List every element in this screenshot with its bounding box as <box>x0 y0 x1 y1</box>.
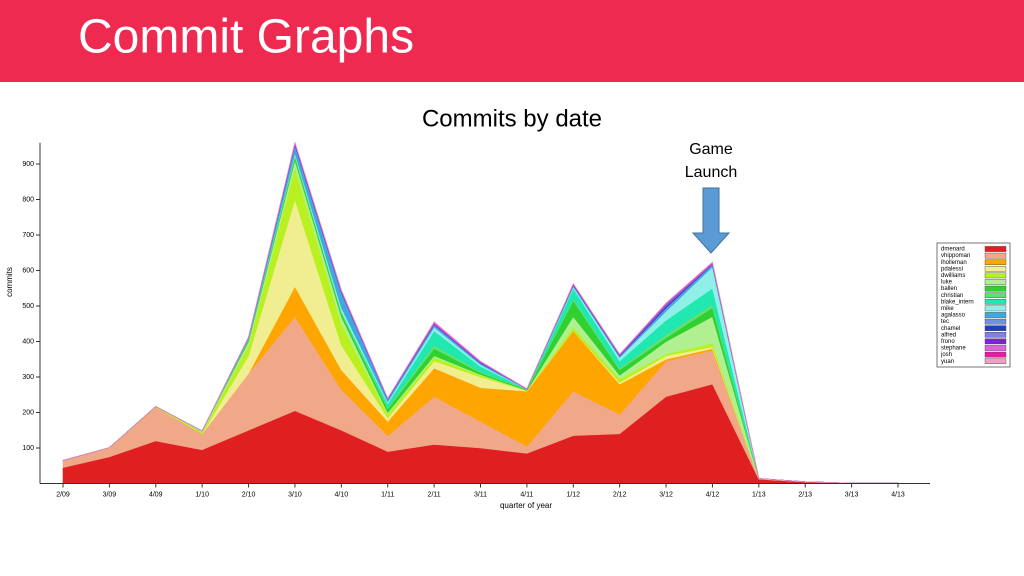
legend-swatch <box>984 299 1007 305</box>
legend-swatch <box>984 358 1007 365</box>
x-tick-label: 1/11 <box>381 491 394 498</box>
legend-swatch <box>984 252 1007 259</box>
annotation: Launch <box>685 164 738 181</box>
x-tick-label: 2/13 <box>798 491 812 498</box>
x-tick-label: 4/10 <box>335 491 349 498</box>
y-tick-label: 300 <box>22 374 34 381</box>
legend-label: frono <box>941 339 955 345</box>
legend-swatch <box>984 272 1007 279</box>
legend-label: josh <box>940 352 952 358</box>
legend-label: blake_intern <box>941 299 974 305</box>
legend-swatch <box>984 292 1007 299</box>
legend-label: luke <box>941 280 953 286</box>
x-tick-label: 3/12 <box>659 491 673 498</box>
slide-title: Commit Graphs <box>78 11 414 64</box>
legend-label: dmenard <box>941 247 965 253</box>
x-tick-label: 3/13 <box>845 491 859 498</box>
chart-title: Commits by date <box>422 105 602 132</box>
y-tick-label: 700 <box>22 232 34 239</box>
legend-swatch <box>984 259 1007 266</box>
x-tick-label: 1/12 <box>566 491 580 498</box>
legend-label: ballen <box>941 286 957 292</box>
annotation: Game <box>689 141 733 158</box>
legend-swatch <box>984 338 1007 345</box>
x-tick-label: 2/09 <box>56 491 70 498</box>
x-tick-label: 3/11 <box>474 491 487 498</box>
legend-swatch <box>984 246 1007 252</box>
x-tick-label: 4/09 <box>149 491 163 498</box>
y-tick-label: 100 <box>22 445 34 452</box>
legend-label: dwilliams <box>941 273 965 279</box>
y-tick-label: 400 <box>22 338 34 345</box>
legend-label: lholleman <box>941 260 967 266</box>
x-tick-label: 1/10 <box>195 491 209 498</box>
legend-label: alfred <box>941 332 956 338</box>
header-bar <box>0 0 1024 82</box>
legend-swatch <box>984 345 1007 351</box>
legend-swatch <box>984 266 1007 272</box>
legend-label: vhippoman <box>941 253 970 259</box>
annotation-arrow <box>691 187 731 254</box>
legend-swatch <box>984 325 1007 332</box>
legend-label: yuan <box>941 359 954 365</box>
x-tick-label: 3/10 <box>288 491 302 498</box>
x-tick-label: 4/13 <box>891 491 905 498</box>
legend-swatch <box>984 305 1007 312</box>
legend-label: pdalessi <box>941 266 963 272</box>
x-tick-label: 4/12 <box>706 491 720 498</box>
legend-swatch <box>984 279 1007 285</box>
y-tick-label: 800 <box>22 196 34 203</box>
y-tick-label: 900 <box>22 161 34 168</box>
y-tick-label: 200 <box>22 409 34 416</box>
x-tick-label: 2/11 <box>428 491 441 498</box>
legend-swatch <box>984 312 1007 318</box>
x-tick-label: 2/10 <box>242 491 256 498</box>
legend-label: chamel <box>941 326 960 332</box>
legend-label: mike <box>941 306 954 312</box>
x-tick-label: 1/13 <box>752 491 766 498</box>
x-tick-label: 3/09 <box>103 491 117 498</box>
x-tick-label: 4/11 <box>520 491 533 498</box>
y-tick-label: 500 <box>22 303 34 310</box>
y-axis-label: commits <box>5 267 14 297</box>
x-axis-label: quarter of year <box>500 501 552 510</box>
legend-label: tec <box>941 319 949 325</box>
legend-label: agalasso <box>941 313 966 319</box>
x-tick-label: 2/12 <box>613 491 627 498</box>
legend-swatch <box>984 351 1007 358</box>
legend-swatch <box>984 318 1007 325</box>
y-tick-label: 600 <box>22 267 34 274</box>
legend-label: stephane <box>941 346 966 352</box>
legend-swatch <box>984 332 1007 338</box>
legend-label: christian <box>941 293 963 299</box>
legend-swatch <box>984 285 1007 292</box>
